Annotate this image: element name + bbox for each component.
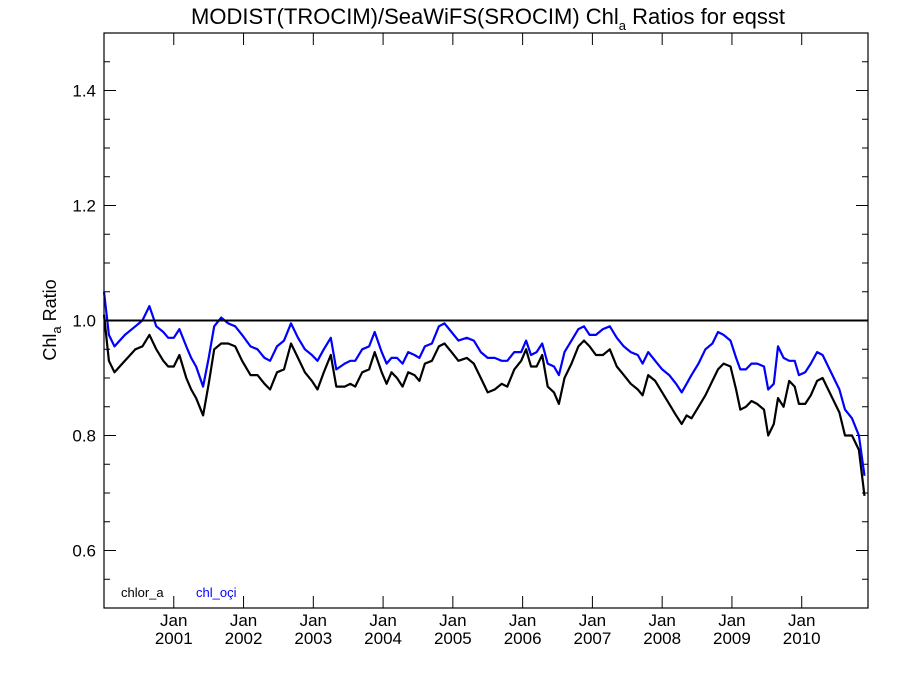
x-tick-month-6: Jan: [579, 611, 606, 630]
x-tick-year-8: 2009: [713, 629, 751, 648]
x-tick-month-0: Jan: [160, 611, 187, 630]
legend: chlor_a chl_oçi: [121, 585, 237, 600]
y-tick-label-0: 0.6: [72, 542, 96, 561]
plot-frame: [103, 32, 869, 609]
x-tick-month-7: Jan: [648, 611, 675, 630]
x-tick-month-5: Jan: [509, 611, 536, 630]
chart-title: MODIST(TROCIM)/SeaWiFS(SROCIM) Chla Rati…: [191, 4, 785, 33]
x-tick-month-9: Jan: [788, 611, 815, 630]
y-tick-label-4: 1.4: [72, 82, 96, 101]
x-tick-month-8: Jan: [718, 611, 745, 630]
x-tick-month-3: Jan: [369, 611, 396, 630]
x-tick-year-7: 2008: [643, 629, 681, 648]
series-line-chl-o-i: [102, 291, 866, 476]
x-tick-year-5: 2006: [504, 629, 542, 648]
x-tick-year-9: 2010: [783, 629, 821, 648]
legend-entry-chl-oci: chl_oçi: [196, 585, 237, 600]
x-tick-year-3: 2004: [364, 629, 402, 648]
x-tick-year-1: 2002: [225, 629, 263, 648]
x-tick-month-4: Jan: [439, 611, 466, 630]
x-tick-month-1: Jan: [230, 611, 257, 630]
y-tick-label-1: 0.8: [72, 427, 96, 446]
x-tick-year-2: 2003: [294, 629, 332, 648]
x-tick-year-0: 2001: [155, 629, 193, 648]
y-tick-label-2: 1.0: [72, 312, 96, 331]
legend-entry-chlor-a: chlor_a: [121, 585, 164, 600]
y-axis-label: Chla Ratio: [40, 279, 64, 360]
x-tick-month-2: Jan: [300, 611, 327, 630]
axis-ticks: 0.60.81.01.21.4Jan2001Jan2002Jan2003Jan2…: [72, 32, 868, 648]
series-layer: [102, 291, 866, 497]
x-tick-year-4: 2005: [434, 629, 472, 648]
x-tick-year-6: 2007: [573, 629, 611, 648]
y-tick-label-3: 1.2: [72, 197, 96, 216]
series-line-chlor-a: [102, 314, 866, 497]
